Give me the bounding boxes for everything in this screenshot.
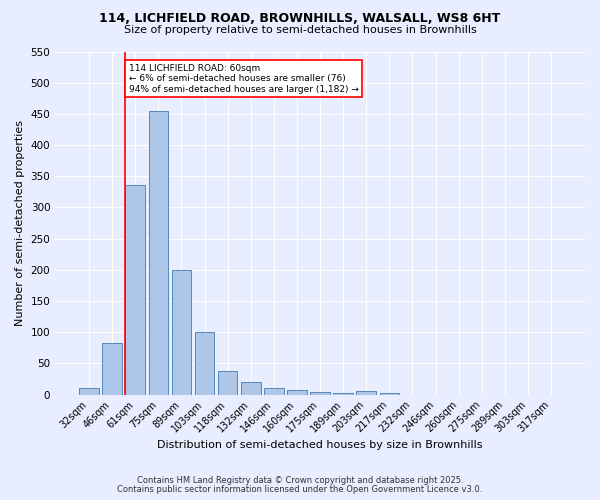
Bar [356,392,376,394]
Bar [310,392,330,394]
Bar [264,388,284,394]
Text: Contains HM Land Registry data © Crown copyright and database right 2025.: Contains HM Land Registry data © Crown c… [137,476,463,485]
Text: 114, LICHFIELD ROAD, BROWNHILLS, WALSALL, WS8 6HT: 114, LICHFIELD ROAD, BROWNHILLS, WALSALL… [100,12,500,26]
X-axis label: Distribution of semi-detached houses by size in Brownhills: Distribution of semi-detached houses by … [157,440,483,450]
Bar [218,371,238,394]
Y-axis label: Number of semi-detached properties: Number of semi-detached properties [15,120,25,326]
Bar [103,343,122,394]
Bar [172,270,191,394]
Bar [195,332,214,394]
Bar [241,382,260,394]
Bar [125,185,145,394]
Bar [287,390,307,394]
Text: 114 LICHFIELD ROAD: 60sqm
← 6% of semi-detached houses are smaller (76)
94% of s: 114 LICHFIELD ROAD: 60sqm ← 6% of semi-d… [129,64,359,94]
Text: Size of property relative to semi-detached houses in Brownhills: Size of property relative to semi-detach… [124,25,476,35]
Text: Contains public sector information licensed under the Open Government Licence v3: Contains public sector information licen… [118,484,482,494]
Bar [149,111,168,395]
Bar [79,388,99,394]
